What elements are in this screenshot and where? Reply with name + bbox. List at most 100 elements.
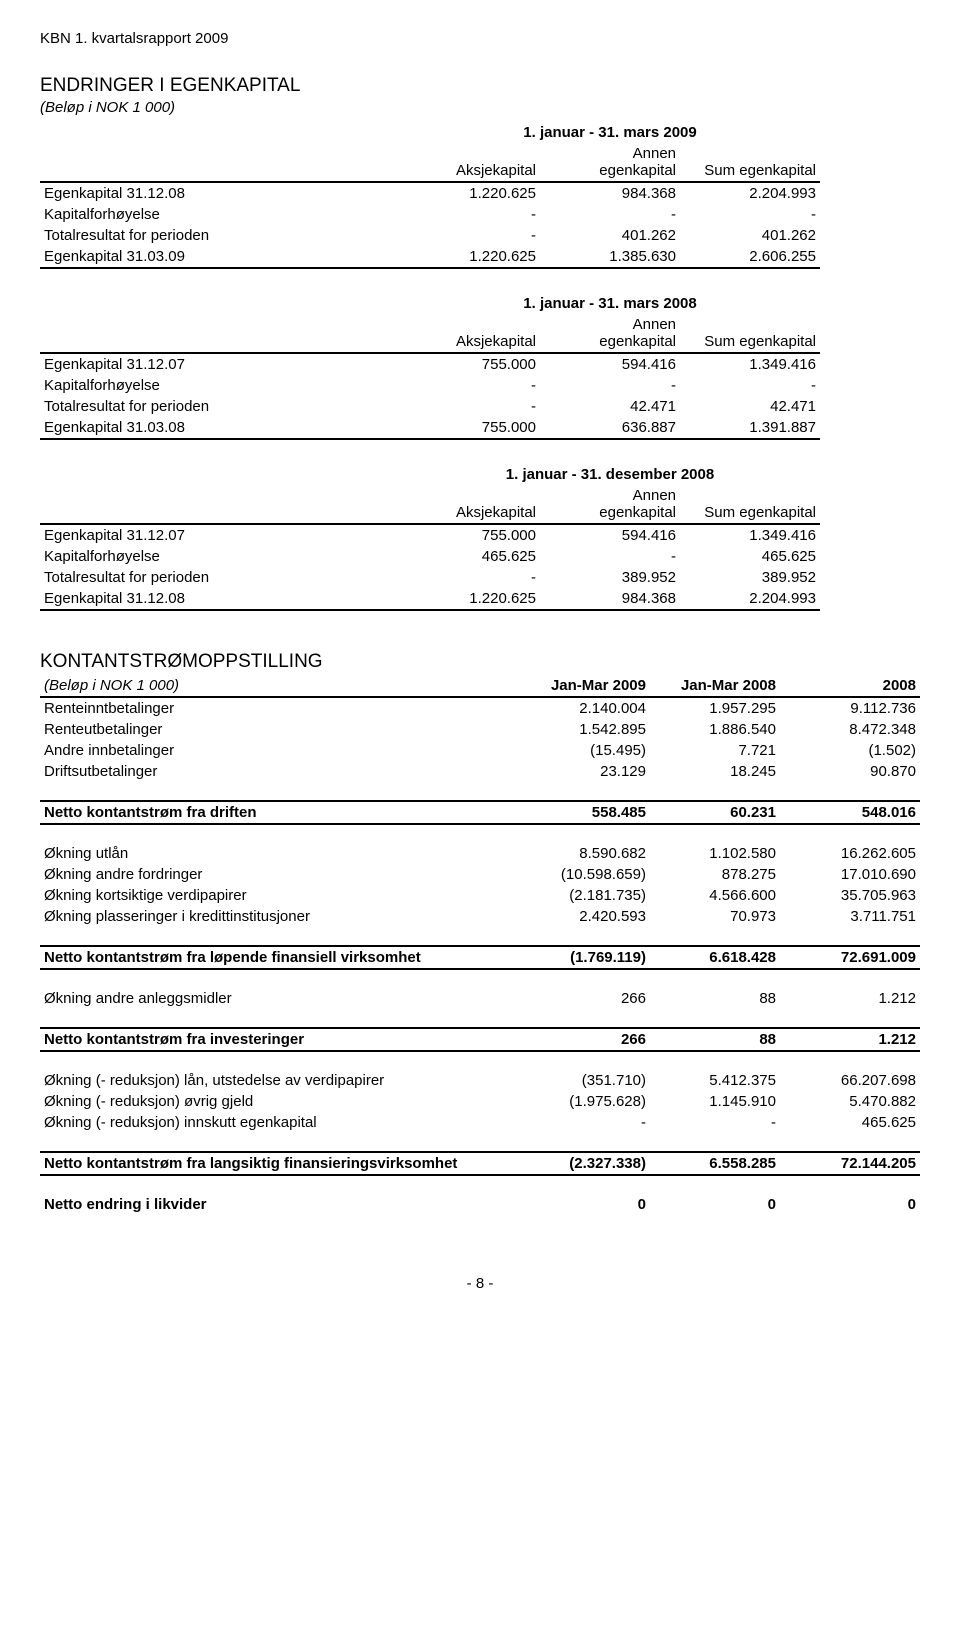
equity-cell: - [680, 204, 820, 225]
equity-period: 1. januar - 31. mars 2009 [400, 122, 820, 143]
equity-cell: 1.349.416 [680, 524, 820, 546]
equity-row-label: Totalresultat for perioden [40, 567, 400, 588]
equity-col-aksje: Aksjekapital [400, 143, 540, 182]
equity-row: Egenkapital 31.03.091.220.6251.385.6302.… [40, 246, 820, 268]
cashflow-cell: 878.275 [650, 864, 780, 885]
equity-cell: 465.625 [400, 546, 540, 567]
equity-cell: - [540, 375, 680, 396]
equity-row-label: Totalresultat for perioden [40, 225, 400, 246]
cashflow-cell: 9.112.736 [780, 697, 920, 719]
equity-cell: 755.000 [400, 417, 540, 439]
equity-cell: - [400, 204, 540, 225]
equity-row-label: Egenkapital 31.12.08 [40, 588, 400, 610]
equity-cell: 389.952 [680, 567, 820, 588]
cashflow-cell: 35.705.963 [780, 885, 920, 906]
equity-col-annen: Annenegenkapital [540, 485, 680, 524]
equity-row-label: Egenkapital 31.12.08 [40, 182, 400, 204]
page-footer: - 8 - [40, 1275, 920, 1292]
equity-section-title: ENDRINGER I EGENKAPITAL [40, 75, 920, 97]
cashflow-row-label: Netto kontantstrøm fra langsiktig finans… [40, 1152, 500, 1175]
equity-row-label: Totalresultat for perioden [40, 396, 400, 417]
cashflow-row: Økning andre anleggsmidler266881.212 [40, 988, 920, 1009]
equity-cell: 1.220.625 [400, 588, 540, 610]
cashflow-row-label: Netto endring i likvider [40, 1194, 500, 1215]
cashflow-cell: (1.769.119) [500, 946, 650, 969]
equity-cell: - [540, 204, 680, 225]
cashflow-row: Renteinntbetalinger2.140.0041.957.2959.1… [40, 697, 920, 719]
equity-table: 1. januar - 31. mars 2009AksjekapitalAnn… [40, 122, 820, 269]
equity-row: Egenkapital 31.12.081.220.625984.3682.20… [40, 182, 820, 204]
cashflow-cell: 2.140.004 [500, 697, 650, 719]
equity-row-label: Kapitalforhøyelse [40, 204, 400, 225]
cashflow-cell: 6.558.285 [650, 1152, 780, 1175]
cashflow-cell: 465.625 [780, 1112, 920, 1133]
cashflow-row-label: Økning (- reduksjon) innskutt egenkapita… [40, 1112, 500, 1133]
equity-cell: - [540, 546, 680, 567]
cashflow-row: Økning andre fordringer(10.598.659)878.2… [40, 864, 920, 885]
cashflow-cell: - [500, 1112, 650, 1133]
equity-cell: - [400, 375, 540, 396]
equity-cell: - [400, 225, 540, 246]
cashflow-cell: 1.212 [780, 988, 920, 1009]
equity-col-annen: Annenegenkapital [540, 143, 680, 182]
cashflow-row-label: Driftsutbetalinger [40, 761, 500, 782]
cashflow-cell: (351.710) [500, 1070, 650, 1091]
cashflow-row: Netto endring i likvider000 [40, 1194, 920, 1215]
cashflow-cell: 1.542.895 [500, 719, 650, 740]
cashflow-row: Økning plasseringer i kredittinstitusjon… [40, 906, 920, 927]
cashflow-subnote: (Beløp i NOK 1 000) [40, 675, 500, 697]
equity-cell: - [680, 375, 820, 396]
cashflow-row: Netto kontantstrøm fra langsiktig finans… [40, 1152, 920, 1175]
cashflow-cell: 0 [500, 1194, 650, 1215]
cashflow-cell: 266 [500, 988, 650, 1009]
cashflow-cell: (1.975.628) [500, 1091, 650, 1112]
document-header: KBN 1. kvartalsrapport 2009 [40, 30, 920, 47]
cashflow-cell: 6.618.428 [650, 946, 780, 969]
equity-cell: 984.368 [540, 182, 680, 204]
cashflow-cell: 8.472.348 [780, 719, 920, 740]
equity-row-label: Kapitalforhøyelse [40, 546, 400, 567]
cashflow-row: Driftsutbetalinger23.12918.24590.870 [40, 761, 920, 782]
cashflow-cell: (15.495) [500, 740, 650, 761]
cashflow-cell: 7.721 [650, 740, 780, 761]
cashflow-cell: 4.566.600 [650, 885, 780, 906]
equity-table: 1. januar - 31. mars 2008AksjekapitalAnn… [40, 293, 820, 440]
cashflow-cell: (2.181.735) [500, 885, 650, 906]
cashflow-row-label: Netto kontantstrøm fra investeringer [40, 1028, 500, 1051]
cashflow-row: Økning (- reduksjon) innskutt egenkapita… [40, 1112, 920, 1133]
equity-cell: 465.625 [680, 546, 820, 567]
equity-cell: 1.391.887 [680, 417, 820, 439]
equity-cell: 755.000 [400, 524, 540, 546]
cashflow-row: Andre innbetalinger(15.495)7.721(1.502) [40, 740, 920, 761]
cashflow-row: Økning (- reduksjon) lån, utstedelse av … [40, 1070, 920, 1091]
equity-cell: 2.606.255 [680, 246, 820, 268]
cashflow-cell: 70.973 [650, 906, 780, 927]
cashflow-row: Økning kortsiktige verdipapirer(2.181.73… [40, 885, 920, 906]
cashflow-table: (Beløp i NOK 1 000)Jan-Mar 2009Jan-Mar 2… [40, 675, 920, 1215]
equity-row: Kapitalforhøyelse--- [40, 204, 820, 225]
equity-cell: - [400, 567, 540, 588]
equity-row-label: Egenkapital 31.12.07 [40, 353, 400, 375]
cashflow-row-label: Renteinntbetalinger [40, 697, 500, 719]
equity-cell: 389.952 [540, 567, 680, 588]
equity-cell: 594.416 [540, 524, 680, 546]
cashflow-cell: 558.485 [500, 801, 650, 824]
cashflow-col-header: Jan-Mar 2009 [500, 675, 650, 697]
cashflow-cell: 17.010.690 [780, 864, 920, 885]
cashflow-cell: 266 [500, 1028, 650, 1051]
cashflow-row-label: Økning utlån [40, 843, 500, 864]
cashflow-cell: 23.129 [500, 761, 650, 782]
equity-row: Egenkapital 31.12.07755.000594.4161.349.… [40, 353, 820, 375]
cashflow-cell: (10.598.659) [500, 864, 650, 885]
equity-cell: 594.416 [540, 353, 680, 375]
cashflow-cell: 1.212 [780, 1028, 920, 1051]
cashflow-cell: 3.711.751 [780, 906, 920, 927]
equity-cell: 984.368 [540, 588, 680, 610]
cashflow-row-label: Renteutbetalinger [40, 719, 500, 740]
equity-cell: 42.471 [680, 396, 820, 417]
cashflow-cell: 1.102.580 [650, 843, 780, 864]
equity-cell: 755.000 [400, 353, 540, 375]
cashflow-cell: 0 [780, 1194, 920, 1215]
cashflow-row: Økning (- reduksjon) øvrig gjeld(1.975.6… [40, 1091, 920, 1112]
equity-cell: 1.385.630 [540, 246, 680, 268]
